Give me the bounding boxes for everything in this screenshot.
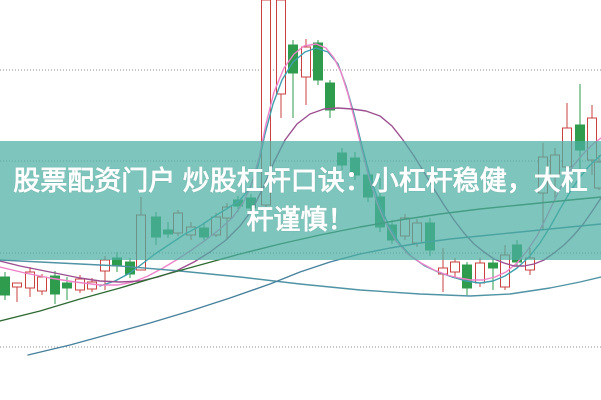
- candle-down: [462, 264, 472, 289]
- candle-up: [276, 0, 286, 95]
- candle-down: [0, 276, 10, 296]
- candle-up: [301, 46, 311, 78]
- headline-banner: 股票配资门户 炒股杠杆口诀：小杠杆稳健，大杠杆谨慎！: [0, 141, 601, 260]
- candle-down: [125, 261, 135, 275]
- candle-up: [87, 281, 97, 290]
- candle-up: [25, 271, 35, 289]
- candle-up: [37, 276, 47, 292]
- candle-down: [313, 42, 323, 81]
- candle-down: [488, 262, 498, 269]
- candle-down: [62, 282, 72, 289]
- ma-slow-teal-line: [0, 259, 601, 297]
- candle-down: [50, 275, 60, 295]
- candle-up: [450, 261, 460, 273]
- headline-title: 股票配资门户 炒股杠杆口诀：小杠杆稳健，大杠杆谨慎！: [13, 165, 588, 235]
- candle-up: [75, 278, 85, 291]
- candle-up: [12, 282, 22, 288]
- candle-down: [325, 82, 335, 111]
